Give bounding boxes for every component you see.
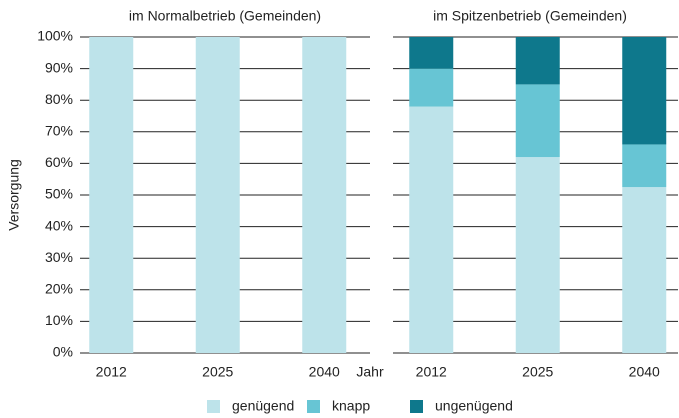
bar-segment [89, 37, 134, 353]
panel-title: im Spitzenbetrieb (Gemeinden) [433, 8, 627, 24]
bar-segment [515, 37, 560, 85]
y-tick-label: 40% [45, 217, 73, 233]
y-tick-label: 50% [45, 186, 73, 202]
legend-swatch [207, 400, 220, 413]
y-tick-label: 30% [45, 249, 73, 265]
y-tick-label: 90% [45, 59, 73, 75]
x-tick-label: 2040 [629, 364, 660, 380]
x-tick-label: 2012 [96, 364, 127, 380]
panel-title: im Normalbetrieb (Gemeinden) [129, 8, 321, 24]
legend-label: knapp [332, 398, 370, 414]
bar-segment [302, 37, 347, 353]
legend-label: genügend [232, 398, 294, 414]
bar-segment [515, 157, 560, 353]
legend-swatch [410, 400, 423, 413]
y-tick-label: 60% [45, 154, 73, 170]
y-tick-label: 80% [45, 91, 73, 107]
bar-segment [409, 106, 454, 354]
x-tick-label: 2025 [522, 364, 553, 380]
bar-segment [195, 37, 240, 353]
x-axis-label: Jahr [356, 364, 384, 380]
y-tick-label: 10% [45, 312, 73, 328]
bar-segment [409, 68, 454, 107]
x-tick-label: 2012 [416, 364, 447, 380]
y-tick-label: 70% [45, 123, 73, 139]
bar-segment [409, 37, 454, 69]
legend-label: ungenügend [435, 398, 513, 414]
y-axis-label: Versorgung [6, 159, 22, 231]
bar-segment [622, 187, 667, 353]
bar-segment [515, 84, 560, 158]
x-tick-label: 2040 [309, 364, 340, 380]
y-tick-label: 0% [53, 344, 73, 360]
y-tick-label: 20% [45, 281, 73, 297]
y-tick-label: 100% [37, 28, 73, 44]
bar-segment [622, 144, 667, 188]
bar-segment [622, 37, 667, 145]
x-tick-label: 2025 [202, 364, 233, 380]
legend-swatch [307, 400, 320, 413]
